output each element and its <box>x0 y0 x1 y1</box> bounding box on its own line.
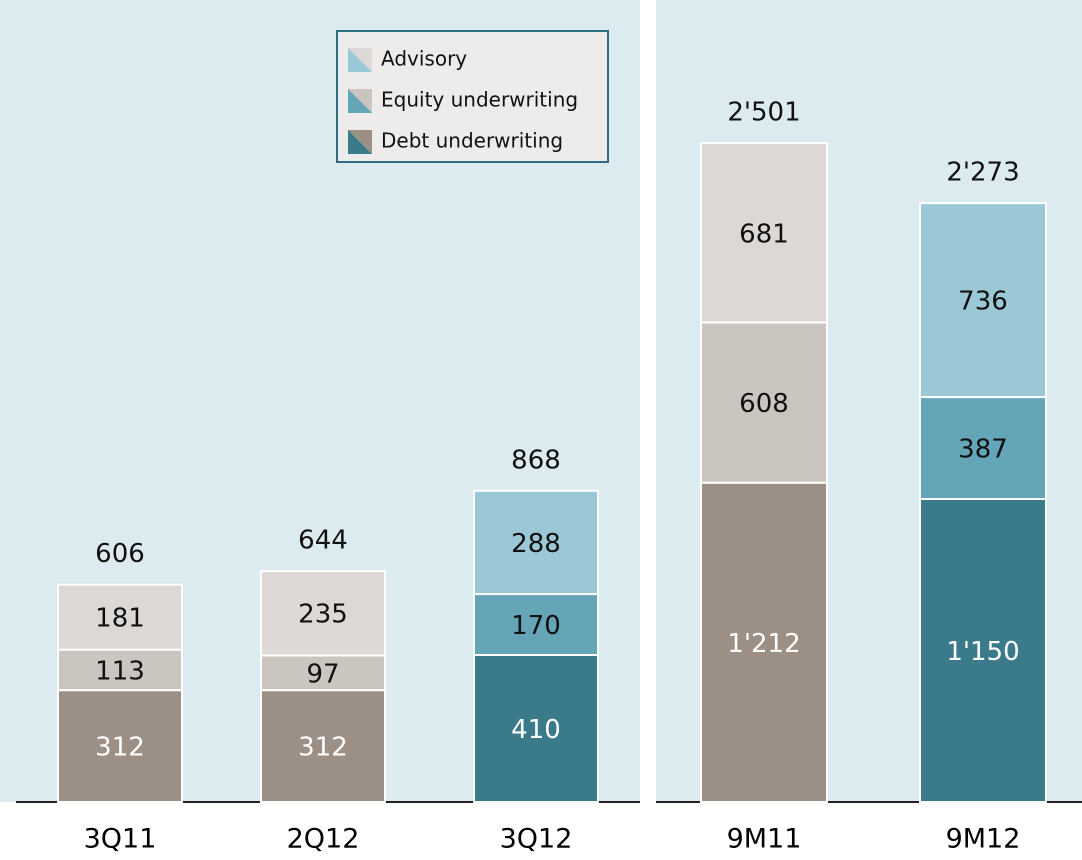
x-tick-label: 2Q12 <box>287 824 360 855</box>
bar-segment <box>260 570 386 657</box>
x-tick-label: 9M11 <box>727 824 802 855</box>
value-label: 113 <box>95 656 145 686</box>
value-label: 312 <box>298 733 348 763</box>
value-label: 312 <box>95 733 145 763</box>
legend-label: Equity underwriting <box>381 88 578 112</box>
value-label: 1'150 <box>946 637 1019 667</box>
bar-segment <box>700 142 828 324</box>
bar-segment <box>919 498 1047 803</box>
x-tick-label: 9M12 <box>946 824 1021 855</box>
value-label: 235 <box>298 600 348 630</box>
x-tick-label: 3Q12 <box>500 824 573 855</box>
bar-segment <box>260 689 386 804</box>
total-label: 644 <box>298 526 348 556</box>
value-label: 410 <box>511 715 561 745</box>
value-label: 736 <box>958 287 1008 317</box>
total-label: 2'273 <box>946 158 1019 188</box>
bar-segment <box>700 481 828 803</box>
legend-swatch <box>348 89 372 113</box>
value-label: 681 <box>739 219 789 249</box>
bar-segment <box>57 689 183 804</box>
total-label: 2'501 <box>727 98 800 128</box>
value-label: 1'212 <box>727 629 800 659</box>
value-label: 288 <box>511 529 561 559</box>
legend-label: Debt underwriting <box>381 129 563 153</box>
legend-swatch <box>348 130 372 154</box>
total-label: 868 <box>511 445 561 475</box>
bar-segment <box>473 489 599 596</box>
legend-swatch <box>348 48 372 72</box>
value-label: 181 <box>95 604 145 634</box>
bar-segment <box>700 321 828 484</box>
bar-segment <box>473 593 599 657</box>
bar-segment <box>57 583 183 651</box>
legend-label: Advisory <box>381 47 467 71</box>
bar-segment <box>57 648 183 692</box>
value-label: 608 <box>739 389 789 419</box>
bar-segment <box>919 396 1047 501</box>
bar-segment <box>260 654 386 692</box>
value-label: 97 <box>306 659 339 689</box>
value-label: 387 <box>958 435 1008 465</box>
legend-box <box>336 30 609 163</box>
value-label: 170 <box>511 611 561 641</box>
bar-segment <box>919 202 1047 399</box>
x-tick-label: 3Q11 <box>84 824 157 855</box>
total-label: 606 <box>95 539 145 569</box>
